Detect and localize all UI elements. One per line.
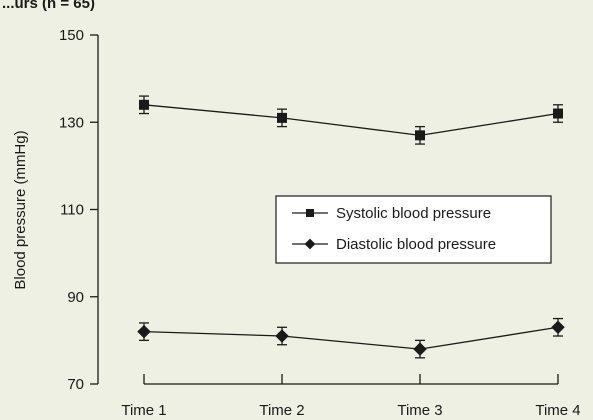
data-point	[275, 329, 289, 343]
legend-marker	[304, 238, 316, 250]
series-layer	[137, 95, 565, 359]
y-axis: 70 90 110 130 150	[59, 27, 99, 393]
data-point	[139, 99, 149, 110]
y-tick-label: 110	[60, 202, 84, 219]
data-point	[137, 324, 151, 339]
data-point	[277, 112, 287, 123]
y-tick-label: 70	[67, 376, 84, 393]
legend-box	[275, 195, 552, 264]
y-tick-label: 150	[59, 27, 84, 44]
y-tick-label: 90	[67, 289, 84, 306]
legend-label: Systolic blood pressure	[336, 205, 491, 222]
data-point	[413, 342, 427, 356]
legend-marker	[306, 209, 314, 217]
data-point	[553, 108, 563, 119]
y-tick-label: 130	[59, 114, 84, 131]
x-tick-label: Time 3	[397, 402, 442, 419]
legend-label: Diastolic blood pressure	[336, 236, 496, 253]
legend-item: Diastolic blood pressure	[292, 236, 496, 253]
legend-item: Systolic blood pressure	[292, 205, 491, 222]
x-tick-label: Time 2	[259, 402, 304, 419]
data-point	[415, 130, 425, 141]
series-line	[143, 104, 559, 136]
legend: Systolic blood pressure Diastolic blood p…	[275, 195, 552, 264]
data-point	[551, 320, 565, 335]
x-tick-label: Time 1	[121, 402, 166, 419]
series-systolic	[139, 95, 563, 145]
heading-fragment: ...urs (n = 65)	[2, 0, 95, 12]
x-tick-label: Time 4	[535, 402, 580, 419]
y-axis-title: Blood pressure (mmHg)	[12, 130, 29, 289]
series-line	[143, 326, 559, 350]
x-axis: Time 1 Time 2 Time 3 Time 4	[121, 374, 581, 419]
series-diastolic	[137, 317, 565, 359]
